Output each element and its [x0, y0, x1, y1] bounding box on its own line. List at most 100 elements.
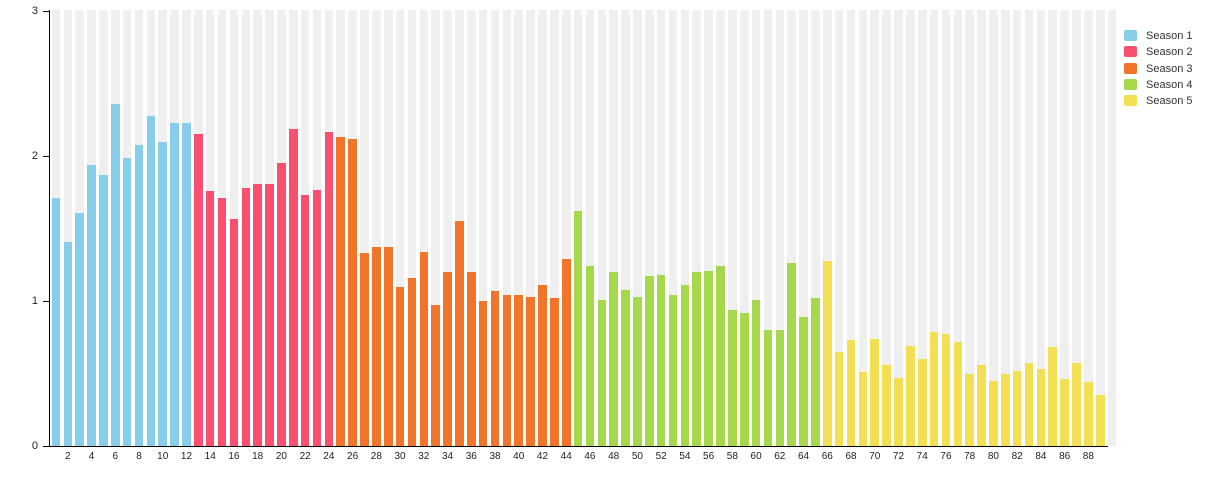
bar-episode-29 [383, 247, 393, 446]
bar-episode-39 [502, 295, 512, 446]
bar-episode-21 [288, 128, 298, 446]
x-tick-label-2: 2 [65, 451, 71, 462]
bar-episode-87 [1072, 363, 1081, 446]
y-tick-label-0: 0 [31, 440, 38, 452]
bar-episode-15 [217, 198, 227, 446]
bg-stripe [704, 10, 713, 446]
bg-stripe [989, 10, 998, 446]
bg-stripe [1107, 10, 1117, 446]
bar-episode-8 [134, 144, 144, 446]
bg-stripe [443, 10, 452, 446]
x-tick-label-62: 62 [774, 451, 786, 462]
bar-episode-49 [621, 289, 630, 446]
bar-episode-48 [609, 272, 618, 446]
x-tick-label-46: 46 [584, 451, 596, 462]
x-tick-label-74: 74 [916, 451, 928, 462]
bg-stripe [621, 10, 630, 446]
x-tick-label-70: 70 [869, 451, 881, 462]
x-tick-label-10: 10 [157, 451, 169, 462]
x-tick-label-52: 52 [655, 451, 667, 462]
legend-label: Season 4 [1146, 79, 1193, 92]
bg-stripe [1072, 10, 1081, 446]
bg-stripe [644, 10, 654, 446]
bar-episode-50 [633, 296, 642, 446]
bg-stripe [478, 10, 488, 446]
bg-stripe [597, 10, 607, 446]
x-tick-label-20: 20 [275, 451, 287, 462]
bg-stripe [502, 10, 512, 446]
bar-episode-44 [561, 259, 571, 446]
bg-stripe [953, 10, 963, 446]
legend-swatch-icon [1124, 30, 1137, 41]
bar-episode-3 [75, 212, 84, 446]
x-axis-line [49, 446, 1108, 447]
bar-episode-46 [585, 266, 595, 446]
bg-stripe [419, 10, 429, 446]
bar-episode-64 [799, 317, 808, 446]
bar-episode-30 [395, 286, 405, 446]
bar-episode-78 [965, 373, 974, 446]
bg-stripe [739, 10, 749, 446]
bg-stripe [63, 10, 73, 446]
bg-stripe [609, 10, 618, 446]
bg-stripe [431, 10, 440, 446]
bg-stripe [561, 10, 571, 446]
bar-episode-45 [573, 211, 583, 446]
bar-episode-7 [122, 157, 132, 446]
legend-label: Season 5 [1146, 95, 1193, 108]
bar-episode-77 [953, 341, 963, 446]
bar-episode-76 [941, 334, 951, 446]
x-tick-label-48: 48 [608, 451, 620, 462]
bg-stripe [894, 10, 903, 446]
bg-stripe [906, 10, 915, 446]
bar-episode-58 [728, 309, 737, 446]
bar-episode-14 [205, 190, 215, 446]
x-tick-label-88: 88 [1082, 451, 1094, 462]
bar-episode-34 [443, 272, 452, 446]
x-tick-label-22: 22 [299, 451, 311, 462]
bar-episode-82 [1012, 370, 1022, 446]
bg-stripe [763, 10, 773, 446]
bg-stripe [490, 10, 500, 446]
bar-episode-9 [146, 115, 156, 446]
bar-episode-28 [372, 247, 381, 446]
legend-label: Season 1 [1146, 30, 1193, 42]
bg-stripe [1000, 10, 1010, 446]
bar-episode-70 [870, 338, 880, 446]
bg-stripe [1036, 10, 1046, 446]
bg-stripe [680, 10, 690, 446]
bg-stripe [383, 10, 393, 446]
bar-episode-81 [1000, 373, 1010, 446]
bar-episode-89 [1095, 395, 1105, 446]
bar-episode-26 [348, 138, 357, 446]
y-tick-1 [43, 301, 49, 303]
x-tick-label-38: 38 [489, 451, 501, 462]
y-axis-line [49, 10, 50, 447]
bg-stripe [775, 10, 785, 446]
bg-stripe [822, 10, 832, 446]
bar-episode-51 [644, 276, 654, 446]
x-tick-label-30: 30 [394, 451, 406, 462]
y-tick-label-2: 2 [31, 150, 38, 163]
bar-episode-38 [490, 290, 500, 446]
x-tick-label-50: 50 [631, 451, 643, 462]
bar-episode-83 [1024, 363, 1034, 446]
bar-episode-52 [656, 275, 666, 446]
bar-episode-27 [360, 253, 369, 446]
bar-episode-47 [597, 299, 607, 446]
bar-episode-11 [170, 122, 179, 446]
bar-episode-56 [704, 270, 713, 446]
x-tick-label-82: 82 [1011, 451, 1023, 462]
bar-episode-84 [1036, 369, 1046, 446]
x-tick-label-44: 44 [560, 451, 572, 462]
bar-episode-24 [324, 131, 334, 446]
bar-episode-12 [182, 122, 191, 446]
y-tick-2 [43, 156, 49, 158]
x-tick-label-18: 18 [252, 451, 264, 462]
bg-stripe [858, 10, 868, 446]
y-tick-3 [43, 11, 49, 13]
x-tick-label-14: 14 [204, 451, 216, 462]
x-tick-label-8: 8 [136, 451, 142, 462]
x-tick-label-42: 42 [536, 451, 549, 462]
legend-swatch-icon [1124, 95, 1137, 107]
